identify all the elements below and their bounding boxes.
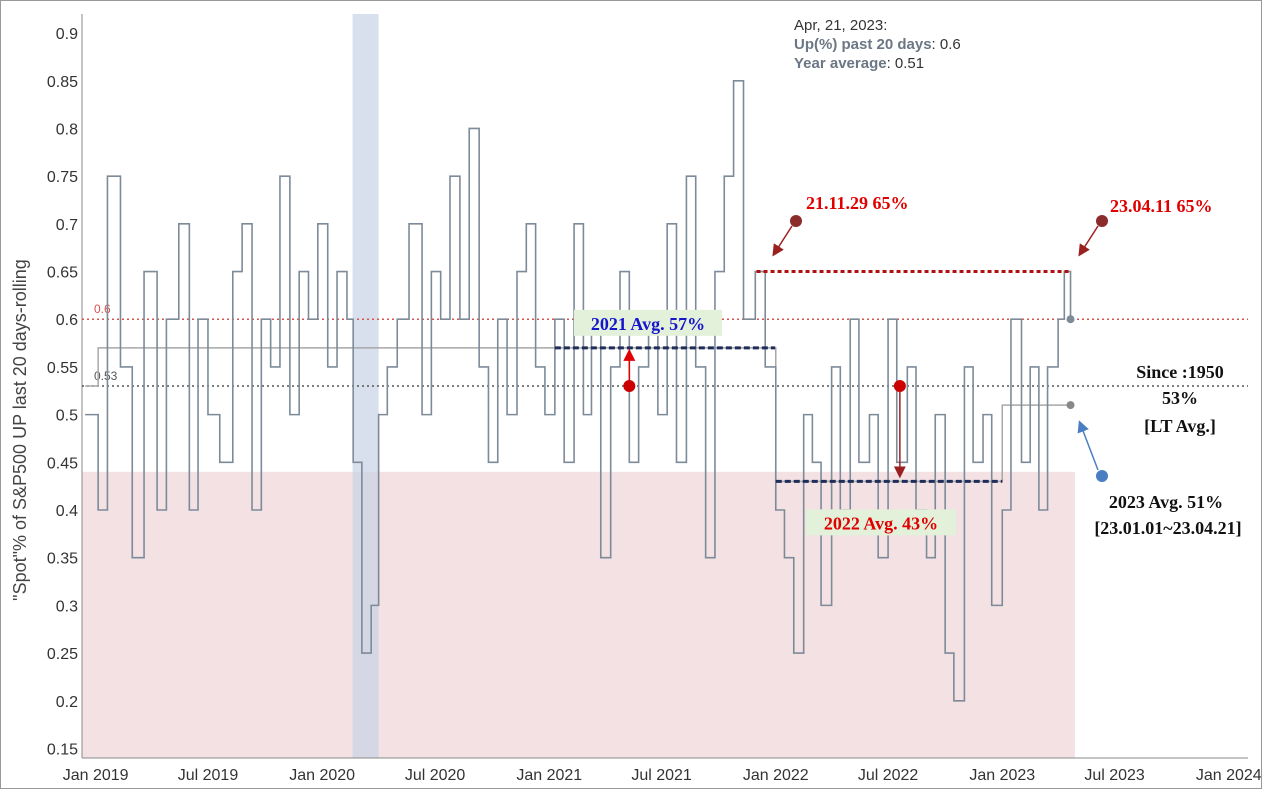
y-tick-label: 0.8	[56, 121, 78, 138]
x-tick-label: Jul 2020	[405, 767, 466, 784]
y-tick-label: 0.5	[56, 408, 78, 425]
tooltip-key-1: Up(%) past 20 days	[794, 36, 932, 53]
y-tick-label: 0.3	[56, 598, 78, 615]
x-tick-label: Jul 2023	[1084, 767, 1145, 784]
y-tick-label: 0.25	[47, 646, 78, 663]
x-tick-label: Jan 2023	[969, 767, 1035, 784]
reference-label-0-6: 0.6	[94, 302, 111, 316]
y-tick-label: 0.7	[56, 217, 78, 234]
y-tick-label: 0.75	[47, 169, 78, 186]
avg-2023-range-label: [23.01.01~23.04.21]	[1094, 518, 1241, 538]
reference-label-0-53: 0.53	[94, 369, 118, 383]
tooltip-val-2: 0.51	[894, 55, 925, 72]
hover-tooltip: Apr, 21, 2023: Up(%) past 20 days: 0.6 Y…	[794, 16, 961, 73]
year-average-end-point	[1066, 401, 1075, 410]
tooltip-line-1: Up(%) past 20 days: 0.6	[794, 35, 961, 54]
tooltip-date: Apr, 21, 2023:	[794, 17, 888, 34]
y-tick-label: 0.35	[47, 551, 78, 568]
x-tick-label: Jan 2021	[516, 767, 582, 784]
callout-2023-label: 23.04.11 65%	[1110, 196, 1213, 216]
x-tick-label: Jul 2019	[178, 767, 239, 784]
tooltip-sep-2: :	[886, 55, 895, 72]
avg-2022-label: 2022 Avg. 43%	[824, 513, 938, 533]
y-tick-label: 0.45	[47, 455, 78, 472]
x-tick-label: Jan 2022	[743, 767, 809, 784]
callout-2021-arrow	[772, 225, 793, 257]
x-tick-label: Jan 2020	[289, 767, 355, 784]
avg-2022-box	[806, 509, 956, 536]
annotation-layer: 2021 Avg. 57% 2022 Avg. 43% 21.11.29 65% 23…	[554, 193, 1242, 538]
x-tick-label: Jan 2024	[1196, 767, 1262, 784]
tooltip-sep-1: :	[931, 36, 940, 53]
y-tick-label: 0.55	[47, 360, 78, 377]
callout-2023-arrow	[1078, 225, 1099, 257]
avg-2022-origin-dot	[893, 380, 906, 392]
avg-2023-dot	[1096, 470, 1108, 482]
lt-avg-label-1: Since :1950	[1136, 362, 1224, 382]
y-tick-label: 0.2	[56, 694, 78, 711]
callout-2023-dot	[1096, 215, 1108, 227]
x-tick-label: Jul 2022	[858, 767, 919, 784]
tooltip-key-2: Year average	[794, 55, 887, 72]
y-tick-label: 0.9	[56, 26, 78, 43]
tooltip-line-2: Year average: 0.51	[794, 54, 961, 73]
x-tick-label: Jul 2021	[631, 767, 692, 784]
avg-2023-arrow	[1077, 420, 1099, 471]
callout-2021-dot	[790, 215, 802, 227]
y-axis-label: "Spot"% of S&P500 UP last 20 days-rollin…	[10, 259, 30, 601]
y-tick-label: 0.4	[56, 503, 78, 520]
y-tick-label: 0.15	[47, 741, 78, 758]
lt-avg-label-3: [LT Avg.]	[1144, 416, 1216, 436]
covid-band	[352, 14, 379, 758]
up-pct-end-point	[1066, 315, 1075, 324]
y-tick-label: 0.65	[47, 265, 78, 282]
avg-2021-origin-dot	[623, 380, 636, 392]
lt-avg-label-2: 53%	[1162, 388, 1198, 408]
x-tick-label: Jan 2019	[63, 767, 129, 784]
avg-2021-box	[574, 309, 722, 336]
y-tick-label: 0.85	[47, 74, 78, 91]
avg-2021-label: 2021 Avg. 57%	[591, 314, 705, 334]
y-tick-label: 0.6	[56, 312, 78, 329]
callout-2021-label: 21.11.29 65%	[806, 193, 909, 213]
tooltip-val-1: 0.6	[939, 36, 961, 53]
avg-2023-label: 2023 Avg. 51%	[1109, 492, 1223, 512]
axes-layer: 0.15 0.2 0.25 0.3 0.35 0.4 0.45 0.5 0.55 0.6 0.65 0…	[47, 14, 1262, 784]
